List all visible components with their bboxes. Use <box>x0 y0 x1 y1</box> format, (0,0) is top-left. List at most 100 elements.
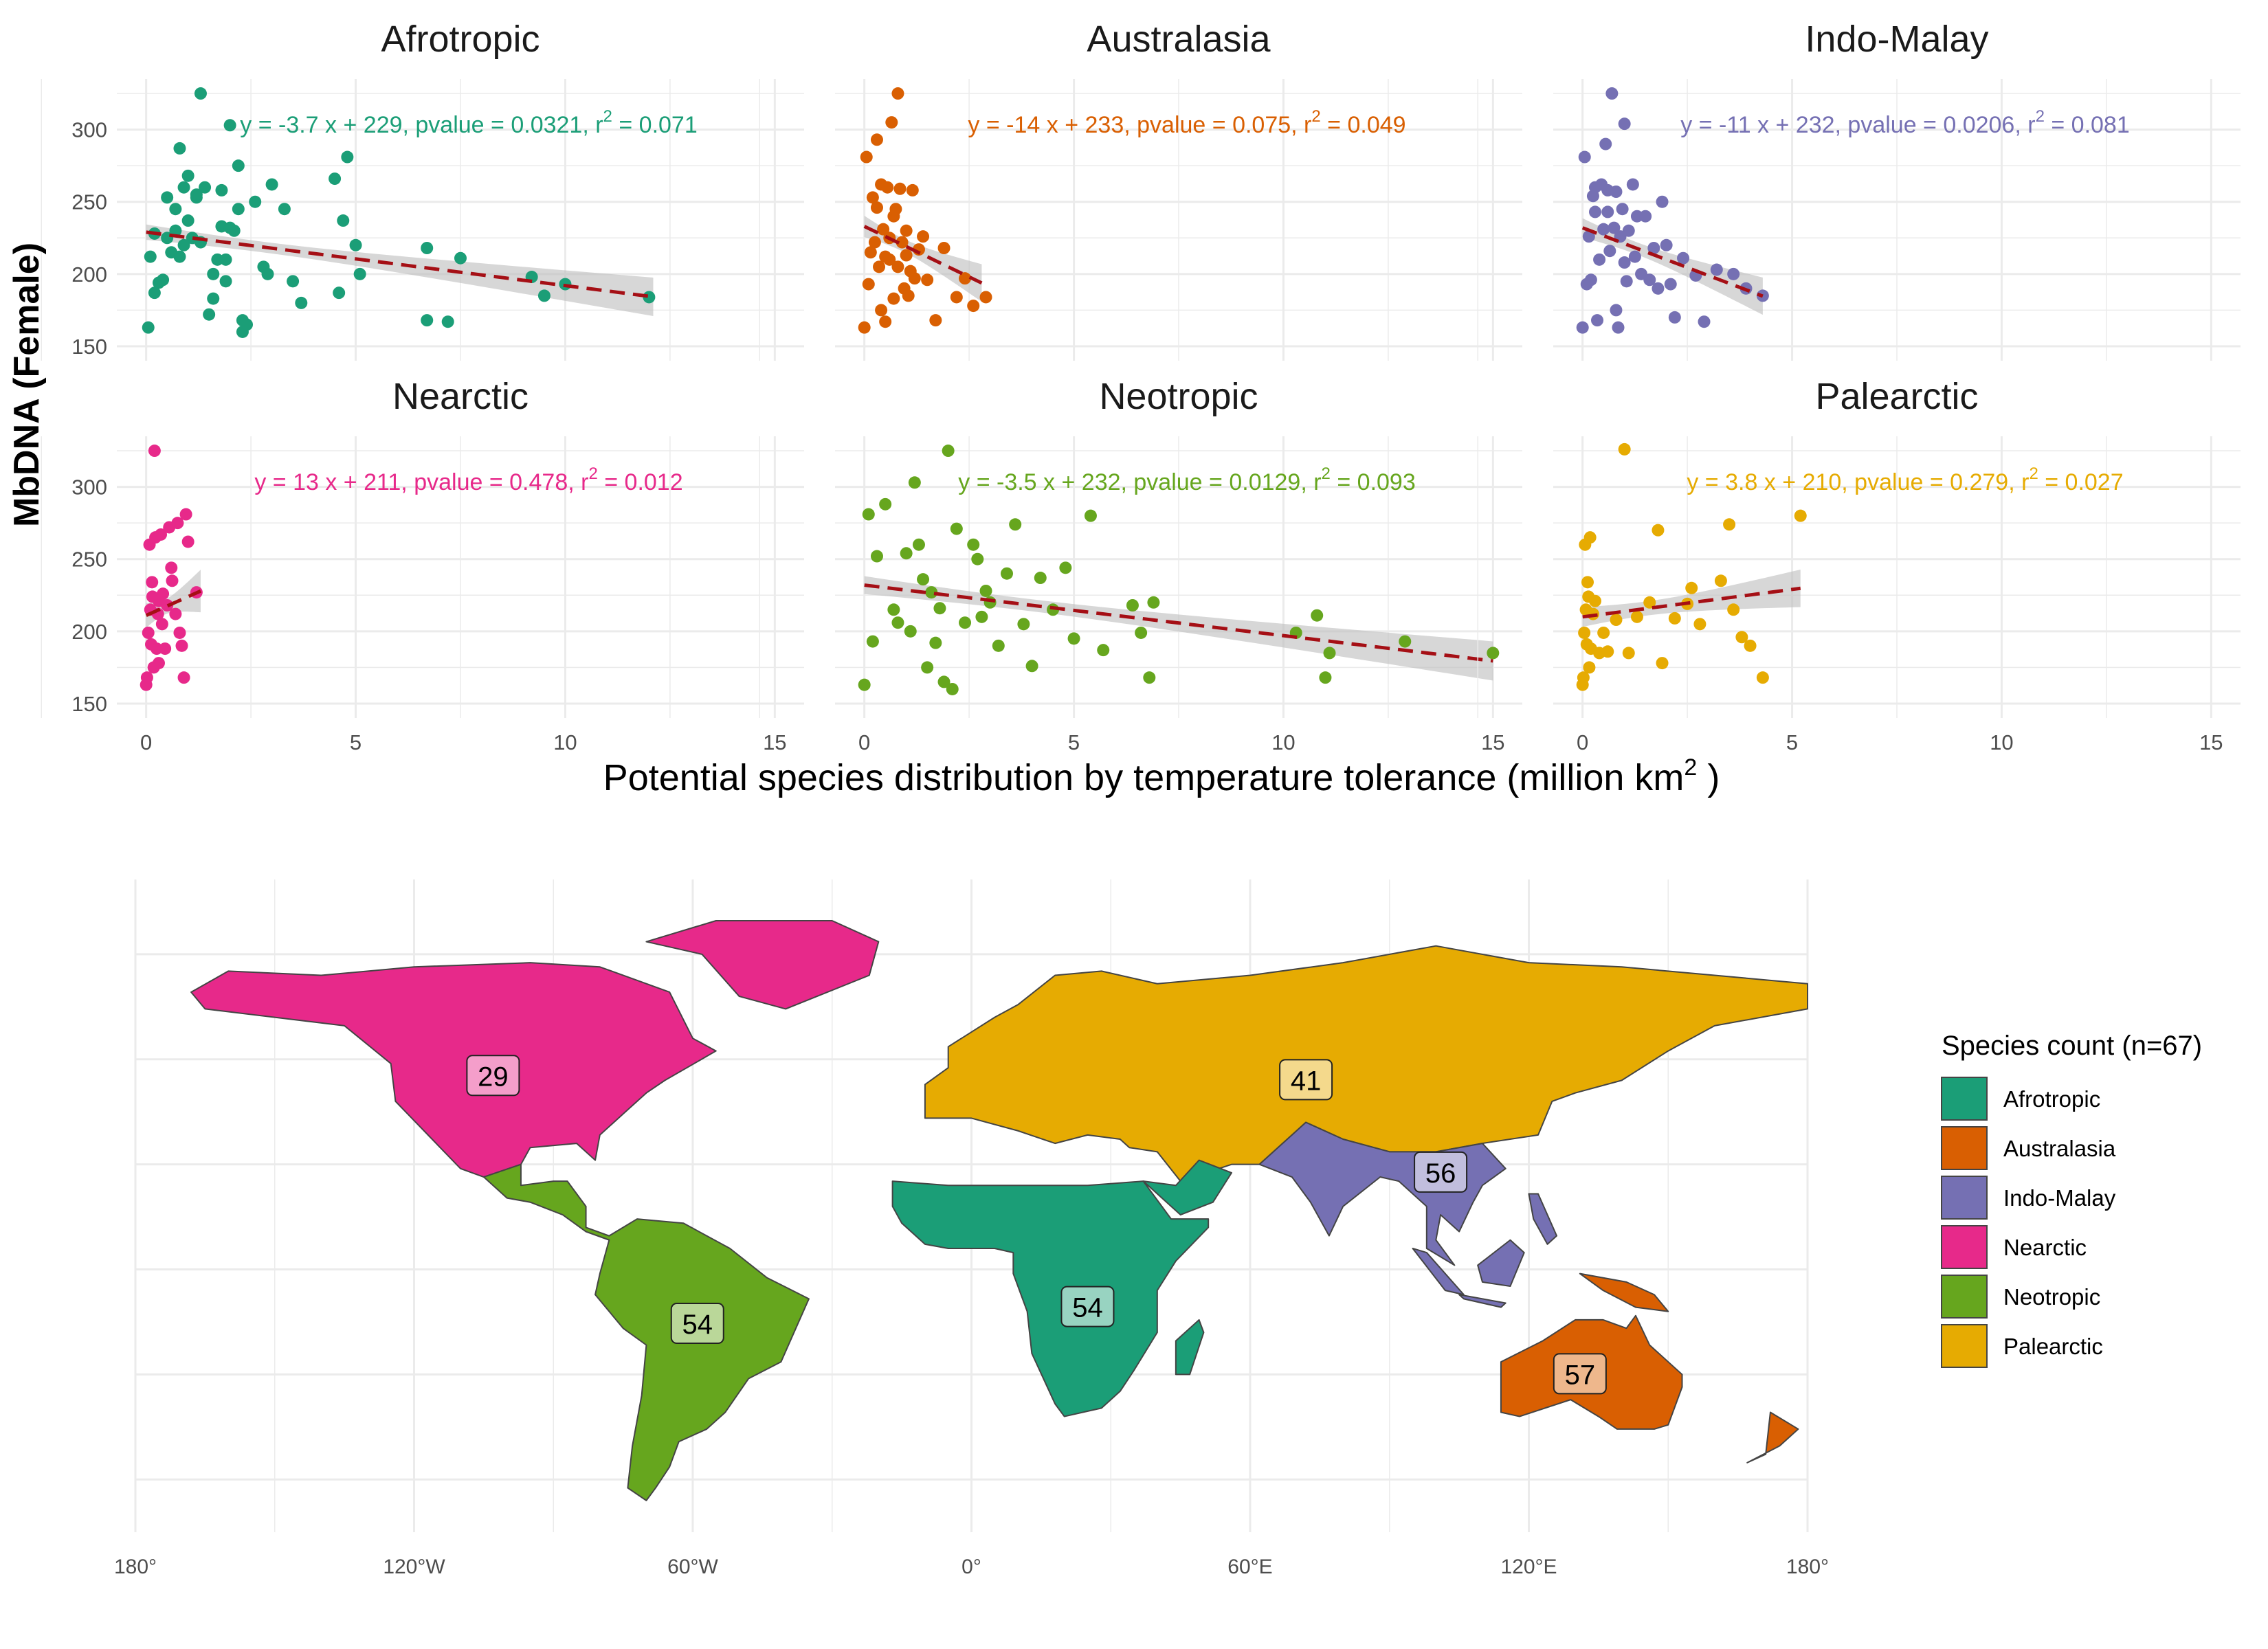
data-point <box>979 584 992 597</box>
data-point <box>1605 87 1619 100</box>
trend-line <box>1582 586 1801 619</box>
data-point <box>333 287 346 300</box>
data-point <box>353 267 366 280</box>
data-point <box>908 272 921 285</box>
data-point <box>155 528 168 541</box>
data-point <box>975 610 988 623</box>
data-point <box>295 296 308 309</box>
legend-item: Indo-Malay <box>1941 1176 2116 1220</box>
data-point <box>146 576 159 589</box>
data-point <box>967 300 980 313</box>
data-point <box>879 315 892 328</box>
map-region-sumatra <box>1412 1247 1465 1296</box>
data-point <box>265 178 278 191</box>
map-lon-tick-label: 60°W <box>667 1556 718 1578</box>
equation-suffix: = 0.081 <box>2045 112 2130 138</box>
region-count-label: 56 <box>1414 1151 1468 1193</box>
data-point <box>1652 282 1665 295</box>
data-point <box>950 291 963 304</box>
data-point <box>203 308 216 321</box>
data-point <box>142 626 155 639</box>
trend-line <box>1581 226 1764 298</box>
map-lon-tick-label: 120°E <box>1500 1556 1557 1578</box>
data-point <box>937 675 950 688</box>
data-point <box>1578 626 1591 639</box>
legend-swatch <box>1941 1126 1988 1170</box>
legend-swatch <box>1941 1077 1988 1121</box>
count-label-value: 54 <box>682 1310 713 1340</box>
map-region-afrotropic <box>891 1180 1210 1417</box>
legend-label: Neotropic <box>2003 1284 2100 1310</box>
facet-title: Indo-Malay <box>1805 19 1988 60</box>
data-point <box>902 289 915 302</box>
data-point <box>173 250 186 263</box>
map-region-palearctic <box>924 945 1808 1182</box>
x-tick-label: 15 <box>2199 730 2223 754</box>
regression-equation: y = -3.7 x + 229, pvalue = 0.0321, r2 = … <box>240 107 698 138</box>
data-point <box>152 657 165 670</box>
equation-text: y = -3.5 x + 232, pvalue = 0.0129, r <box>958 469 1321 495</box>
map-lon-tick-label: 60°E <box>1227 1556 1272 1578</box>
count-label-value: 57 <box>1565 1360 1596 1390</box>
data-point <box>1698 315 1711 328</box>
data-point <box>891 260 904 273</box>
data-point <box>870 133 883 146</box>
y-tick-label: 250 <box>71 190 107 214</box>
map-region-arabia <box>1142 1159 1232 1216</box>
data-point <box>227 224 241 237</box>
data-point <box>1656 657 1669 670</box>
data-point <box>883 253 896 266</box>
data-point <box>1685 581 1698 594</box>
x-tick-label: 10 <box>1990 730 2013 754</box>
legend-label: Afrotropic <box>2003 1086 2100 1112</box>
data-point <box>873 260 886 273</box>
regression-equation: y = 3.8 x + 210, pvalue = 0.279, r2 = 0.… <box>1687 464 2123 495</box>
data-point <box>1001 567 1013 580</box>
legend-item: Afrotropic <box>1941 1077 2100 1121</box>
data-point <box>159 642 172 655</box>
panel-palearctic: Palearctic 0 5 10 15 y = 3.8 x + 210, pvalue … <box>1477 376 2241 754</box>
data-point <box>1591 314 1604 327</box>
data-point <box>1319 671 1332 684</box>
regression-equation: y = -14 x + 233, pvalue = 0.075, r2 = 0.… <box>968 107 1405 138</box>
data-point <box>1618 442 1631 456</box>
data-point <box>858 321 871 334</box>
data-point <box>862 508 875 521</box>
data-point <box>896 236 909 249</box>
data-point <box>860 150 873 164</box>
data-point <box>181 169 194 182</box>
data-point <box>142 321 155 334</box>
data-point <box>992 639 1005 652</box>
region-count-label: 54 <box>670 1303 724 1345</box>
data-point <box>900 224 913 237</box>
map-region-borneo <box>1477 1239 1525 1288</box>
data-point <box>1744 639 1757 652</box>
data-point <box>891 616 904 629</box>
legend-item: Nearctic <box>1941 1225 2087 1269</box>
data-point <box>171 517 184 530</box>
data-point <box>1693 618 1706 631</box>
data-point <box>1135 626 1148 639</box>
data-point <box>173 626 186 639</box>
data-point <box>421 314 434 327</box>
data-point <box>1668 311 1681 324</box>
data-point <box>287 275 300 288</box>
count-label-box <box>670 1303 724 1345</box>
data-point <box>1147 596 1160 609</box>
data-point <box>1597 626 1610 639</box>
data-point <box>207 267 220 280</box>
equation-text: y = 3.8 x + 210, pvalue = 0.279, r <box>1687 469 2029 495</box>
data-point <box>1597 223 1610 236</box>
trend-line <box>863 225 983 285</box>
equation-text: y = -14 x + 233, pvalue = 0.075, r <box>968 112 1311 138</box>
data-point <box>959 616 972 629</box>
count-label-box <box>1060 1286 1115 1327</box>
data-point <box>166 574 179 587</box>
y-tick-label: 300 <box>71 118 107 142</box>
count-label-box <box>1553 1353 1607 1395</box>
map-region-newguinea <box>1579 1272 1669 1312</box>
data-point <box>1584 273 1597 287</box>
equation-sup: 2 <box>1322 464 1331 483</box>
data-point <box>891 87 904 100</box>
data-point <box>1017 618 1030 631</box>
